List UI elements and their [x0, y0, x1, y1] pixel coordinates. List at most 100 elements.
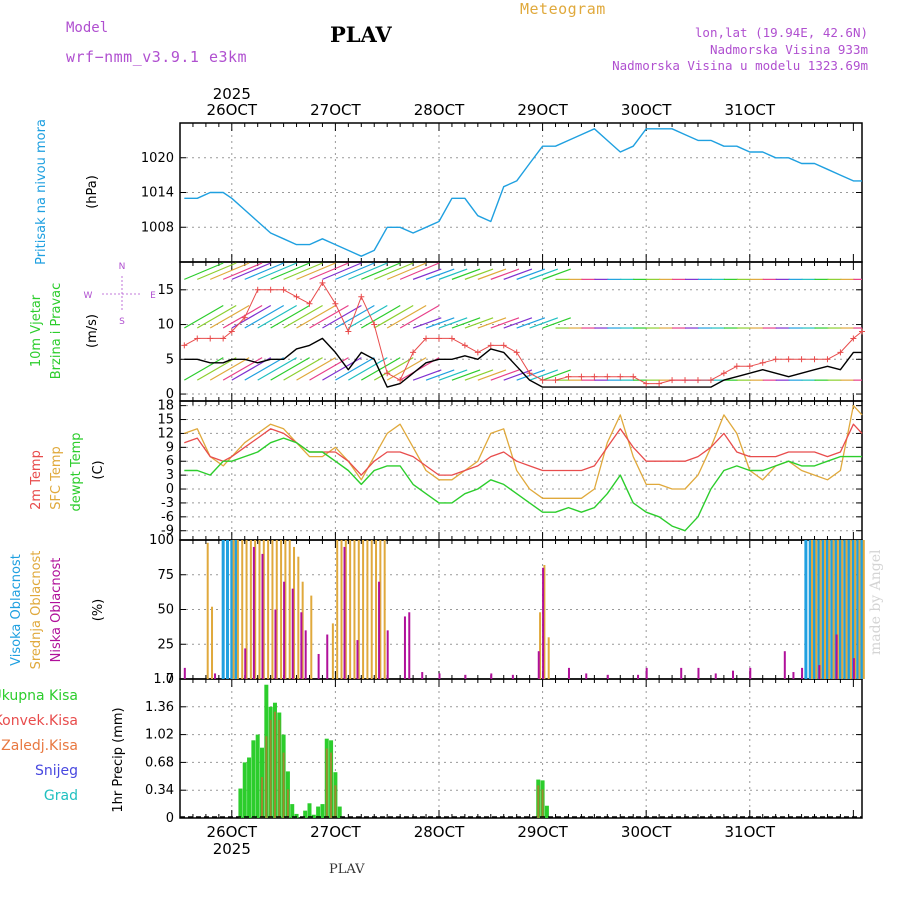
precip-legend-1: Ukupna Kisa: [0, 688, 78, 704]
mid-cloud-bar: [828, 540, 831, 679]
convective-rain-bar: [265, 736, 268, 818]
wind-gust-marker: [306, 300, 313, 307]
wind-arrow: [542, 369, 571, 381]
high-cloud-bar: [234, 540, 238, 679]
wind-gust-marker: [859, 328, 865, 335]
wind-arrow: [209, 305, 250, 329]
low-cloud-bar: [464, 674, 467, 679]
wind-arrow: [516, 317, 546, 329]
total-rain-bar: [337, 806, 342, 818]
mid-cloud-bar: [280, 540, 283, 679]
wind-gust-marker: [798, 356, 805, 363]
y-tick-label: 3: [166, 468, 174, 483]
wind-arrow: [209, 357, 250, 381]
wind-gust-marker: [682, 377, 689, 384]
wind-arrow: [503, 317, 533, 329]
wind-arrow: [244, 262, 284, 280]
wind-arrow: [348, 357, 388, 381]
mid-cloud-bar: [344, 540, 347, 679]
wind-gust-marker: [487, 342, 494, 349]
mid-cloud-bar: [288, 540, 291, 679]
wind-arrow: [490, 317, 520, 329]
wind-arrow: [222, 262, 263, 280]
y-tick-label: -3: [161, 496, 174, 511]
low-cloud-bar: [300, 612, 303, 679]
high-cloud-bar: [847, 540, 851, 679]
wind-gust-marker: [358, 293, 365, 300]
high-cloud-bar: [230, 540, 234, 679]
wind-arrow: [477, 268, 507, 280]
mid-cloud-bar: [241, 540, 244, 679]
mid-cloud-bar: [862, 540, 865, 679]
wind-arrow: [399, 305, 440, 329]
wind-gust-marker: [694, 377, 701, 384]
convective-rain-bar: [286, 789, 289, 818]
mid-cloud-bar: [375, 540, 378, 679]
wind-arrow: [542, 317, 571, 329]
mid-cloud-bar: [383, 540, 386, 679]
y-tick-label: 1.36: [145, 700, 174, 715]
wind-arrow: [438, 369, 468, 381]
mid-cloud-label: Srednja Oblacnost: [29, 551, 44, 670]
wind-gust-marker: [220, 335, 227, 342]
total-rain-bar: [316, 806, 321, 818]
high-cloud-bar: [860, 540, 864, 679]
high-cloud-bar: [856, 540, 860, 679]
wind-arrow: [464, 369, 494, 381]
credit-watermark: made by Angel: [868, 549, 884, 656]
total-rain-bar: [290, 804, 295, 818]
temp-2m-label: 2m Temp: [29, 450, 44, 510]
y-tick-label: 1.02: [145, 728, 174, 743]
low-cloud-bar: [567, 667, 570, 679]
wind-arrow: [283, 305, 323, 329]
mid-cloud-bar: [340, 540, 343, 679]
wind-arrow: [244, 357, 285, 381]
low-cloud-bar: [645, 667, 648, 679]
wind-gust-marker: [194, 335, 201, 342]
mid-cloud-bar: [301, 581, 304, 679]
x-tick-label-bottom: 31OCT: [725, 823, 776, 841]
high-cloud-bar: [851, 540, 855, 679]
wind-arrow: [196, 357, 237, 381]
wind-arrow: [335, 262, 375, 280]
low-cloud-bar: [818, 665, 821, 679]
low-cloud-bar: [585, 673, 588, 679]
wind-arrow: [451, 369, 481, 381]
wind-gust-marker: [565, 373, 572, 380]
low-cloud-bar: [283, 581, 286, 679]
wind-gust-marker: [591, 373, 598, 380]
wind-gust-marker: [643, 380, 650, 387]
low-cloud-bar: [852, 658, 855, 679]
mid-cloud-bar: [211, 606, 214, 679]
wind-arrow: [516, 268, 546, 280]
wind-gust-marker: [850, 335, 857, 342]
mid-cloud-bar: [310, 595, 313, 679]
wind-gust-marker: [319, 279, 326, 286]
x-tick-label-top: 28OCT: [414, 101, 465, 119]
lonlat-label: lon,lat (19.94E, 42.6N): [694, 25, 868, 40]
wind-gust-marker: [578, 373, 585, 380]
mid-cloud-bar: [232, 540, 235, 679]
wind-gust-marker: [824, 356, 831, 363]
x-tick-label-top: 26OCT: [207, 101, 258, 119]
mid-cloud-bar: [331, 623, 334, 679]
wind-ylabel: (m/s): [85, 314, 100, 348]
y-tick-label: 0: [166, 672, 174, 687]
total-rain-bar: [255, 734, 260, 818]
wind-arrow: [222, 357, 263, 381]
wind-gust-marker: [630, 373, 637, 380]
high-cloud-bar: [804, 540, 808, 679]
total-rain-bar: [544, 805, 549, 818]
mid-cloud-bar: [293, 546, 296, 679]
pressure-title: Pritisak na nivou mora: [34, 119, 49, 265]
wind-arrow: [348, 305, 388, 329]
elevation-label: Nadmorska Visina 933m: [709, 42, 868, 57]
model-label: Model: [66, 20, 109, 36]
wind-gust-marker: [617, 373, 624, 380]
low-cloud-bar: [606, 674, 609, 679]
high-cloud-bar: [843, 540, 847, 679]
convective-rain-bar: [330, 752, 333, 818]
wind-gust-marker: [474, 349, 481, 356]
wind-arrow: [438, 268, 468, 280]
mid-cloud-bar: [379, 540, 382, 679]
